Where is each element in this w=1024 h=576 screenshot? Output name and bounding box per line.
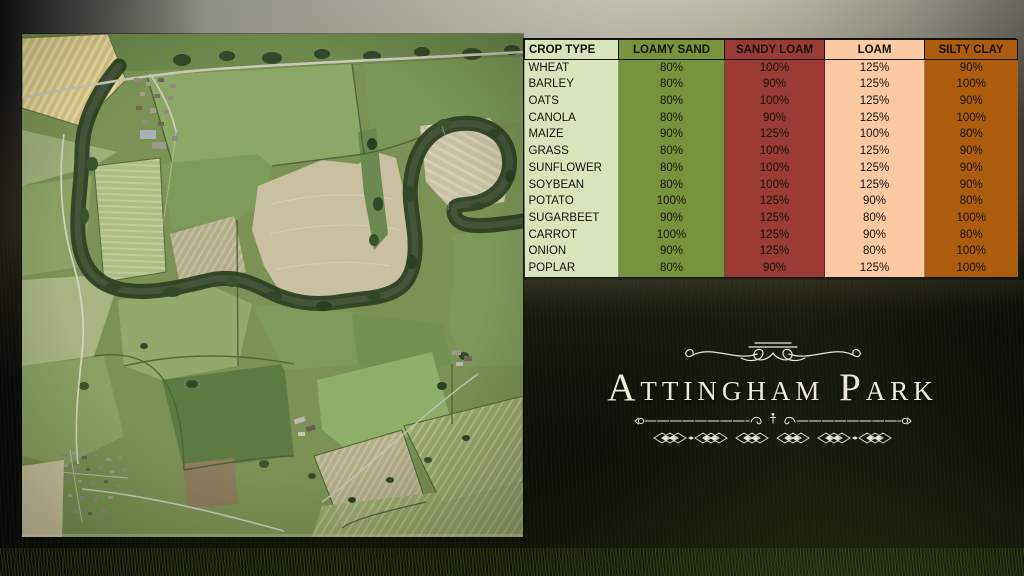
- cell-silty-clay: 80%: [924, 226, 1018, 244]
- cell-loam: 80%: [824, 210, 925, 227]
- cell-loam: 125%: [824, 93, 925, 111]
- table-row: SOYBEAN 80% 100% 125% 90%: [524, 176, 1018, 194]
- cell-silty-clay: 90%: [924, 93, 1018, 111]
- cell-silty-clay: 100%: [924, 210, 1018, 227]
- cell-silty-clay: 90%: [924, 160, 1018, 177]
- table-row: POPLAR 80% 90% 125% 100%: [524, 260, 1018, 277]
- column-header-sandy-loam: SANDY LOAM: [724, 39, 825, 60]
- cell-silty-clay: 100%: [924, 260, 1018, 277]
- cell-silty-clay: 90%: [924, 176, 1018, 194]
- table-row: WHEAT 80% 100% 125% 90%: [524, 59, 1018, 77]
- crop-name: BARLEY: [524, 76, 619, 94]
- cell-loamy-sand: 80%: [618, 76, 725, 94]
- table-row: BARLEY 80% 90% 125% 100%: [524, 76, 1018, 94]
- map-bottom-edge: [22, 534, 523, 537]
- table-row: SUNFLOWER 80% 100% 125% 90%: [524, 160, 1018, 177]
- table-row: ONION 90% 125% 80% 100%: [524, 243, 1018, 261]
- cell-sandy-loam: 100%: [724, 59, 825, 77]
- divider-ornament-icon: [634, 412, 911, 425]
- table-row: OATS 80% 100% 125% 90%: [524, 93, 1018, 111]
- column-header-loamy-sand: LOAMY SAND: [618, 39, 725, 60]
- cell-silty-clay: 100%: [924, 243, 1018, 261]
- cell-loam: 125%: [824, 110, 925, 127]
- cell-loamy-sand: 80%: [618, 260, 725, 277]
- cell-sandy-loam: 100%: [724, 176, 825, 194]
- crop-name: CANOLA: [524, 110, 619, 127]
- crop-soil-table: CROP TYPE LOAMY SAND SANDY LOAM LOAM SIL…: [523, 38, 1018, 278]
- cell-loamy-sand: 80%: [618, 110, 725, 127]
- cell-loam: 125%: [824, 59, 925, 77]
- cell-loamy-sand: 80%: [618, 143, 725, 161]
- crop-name: GRASS: [524, 143, 619, 161]
- cell-sandy-loam: 125%: [724, 126, 825, 144]
- horizon-glow: [520, 280, 1024, 306]
- cell-loam: 100%: [824, 126, 925, 144]
- table-row: MAIZE 90% 125% 100% 80%: [524, 126, 1018, 144]
- cell-sandy-loam: 125%: [724, 243, 825, 261]
- cell-loam: 125%: [824, 143, 925, 161]
- cell-loam: 80%: [824, 243, 925, 261]
- cell-silty-clay: 100%: [924, 76, 1018, 94]
- cell-silty-clay: 80%: [924, 126, 1018, 144]
- table-row: CANOLA 80% 90% 125% 100%: [524, 110, 1018, 127]
- cell-sandy-loam: 90%: [724, 110, 825, 127]
- table-row: CARROT 100% 125% 90% 80%: [524, 226, 1018, 244]
- table-row: POTATO 100% 125% 90% 80%: [524, 193, 1018, 211]
- cell-loam: 90%: [824, 226, 925, 244]
- cell-sandy-loam: 90%: [724, 260, 825, 277]
- crop-name: POPLAR: [524, 260, 619, 277]
- cell-loam: 125%: [824, 76, 925, 94]
- cell-sandy-loam: 100%: [724, 160, 825, 177]
- diamond-band-ornament-icon: [653, 432, 891, 444]
- crop-name: POTATO: [524, 193, 619, 211]
- cell-sandy-loam: 100%: [724, 93, 825, 111]
- flourish-ornament-icon: [684, 342, 861, 362]
- crop-name: SUGARBEET: [524, 210, 619, 227]
- logo-block: Attingham Park: [545, 336, 1000, 447]
- cell-silty-clay: 80%: [924, 193, 1018, 211]
- satellite-map-image: [22, 34, 523, 537]
- cell-silty-clay: 90%: [924, 143, 1018, 161]
- cell-loam: 125%: [824, 176, 925, 194]
- cell-silty-clay: 90%: [924, 59, 1018, 77]
- crop-name: SUNFLOWER: [524, 160, 619, 177]
- cell-sandy-loam: 100%: [724, 143, 825, 161]
- cell-loamy-sand: 90%: [618, 243, 725, 261]
- map-title: Attingham Park: [607, 366, 938, 409]
- crop-name: MAIZE: [524, 126, 619, 144]
- table-row: GRASS 80% 100% 125% 90%: [524, 143, 1018, 161]
- cell-sandy-loam: 125%: [724, 210, 825, 227]
- cell-loamy-sand: 100%: [618, 226, 725, 244]
- column-header-crop-type: CROP TYPE: [524, 39, 619, 60]
- crop-name: OATS: [524, 93, 619, 111]
- cell-loamy-sand: 80%: [618, 160, 725, 177]
- cell-loamy-sand: 80%: [618, 93, 725, 111]
- crop-name: ONION: [524, 243, 619, 261]
- cell-sandy-loam: 125%: [724, 193, 825, 211]
- cell-loam: 125%: [824, 260, 925, 277]
- cell-loamy-sand: 80%: [618, 176, 725, 194]
- cell-loamy-sand: 100%: [618, 193, 725, 211]
- map-vignette: [22, 34, 523, 537]
- cell-loam: 125%: [824, 160, 925, 177]
- table-header-row: CROP TYPE LOAMY SAND SANDY LOAM LOAM SIL…: [524, 39, 1018, 60]
- crop-name: CARROT: [524, 226, 619, 244]
- column-header-loam: LOAM: [824, 39, 925, 60]
- grass-blades: [0, 548, 1024, 576]
- cell-loamy-sand: 80%: [618, 59, 725, 77]
- cell-sandy-loam: 125%: [724, 226, 825, 244]
- cell-loamy-sand: 90%: [618, 126, 725, 144]
- table-row: SUGARBEET 90% 125% 80% 100%: [524, 210, 1018, 227]
- cell-loamy-sand: 90%: [618, 210, 725, 227]
- crop-name: WHEAT: [524, 59, 619, 77]
- cell-loam: 90%: [824, 193, 925, 211]
- satellite-map: [22, 34, 523, 537]
- cell-silty-clay: 100%: [924, 110, 1018, 127]
- crop-name: SOYBEAN: [524, 176, 619, 194]
- column-header-silty-clay: SILTY CLAY: [924, 39, 1018, 60]
- cell-sandy-loam: 90%: [724, 76, 825, 94]
